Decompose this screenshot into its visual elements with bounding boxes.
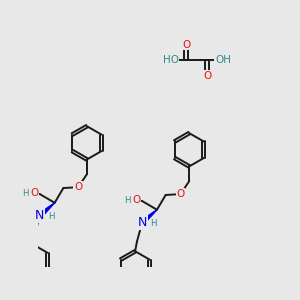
Text: O: O	[203, 71, 212, 81]
Text: O: O	[74, 182, 82, 192]
Text: O: O	[132, 195, 141, 205]
Text: H: H	[124, 196, 131, 205]
Text: O: O	[176, 189, 184, 199]
Text: H: H	[48, 212, 54, 221]
Polygon shape	[38, 203, 55, 218]
Text: H: H	[150, 219, 157, 228]
Text: H: H	[22, 189, 28, 198]
Text: N: N	[137, 216, 147, 229]
Text: OH: OH	[215, 55, 231, 65]
Text: HO: HO	[163, 55, 178, 65]
Text: O: O	[30, 188, 38, 198]
Text: N: N	[35, 209, 44, 222]
Text: O: O	[182, 40, 190, 50]
Polygon shape	[141, 210, 157, 224]
